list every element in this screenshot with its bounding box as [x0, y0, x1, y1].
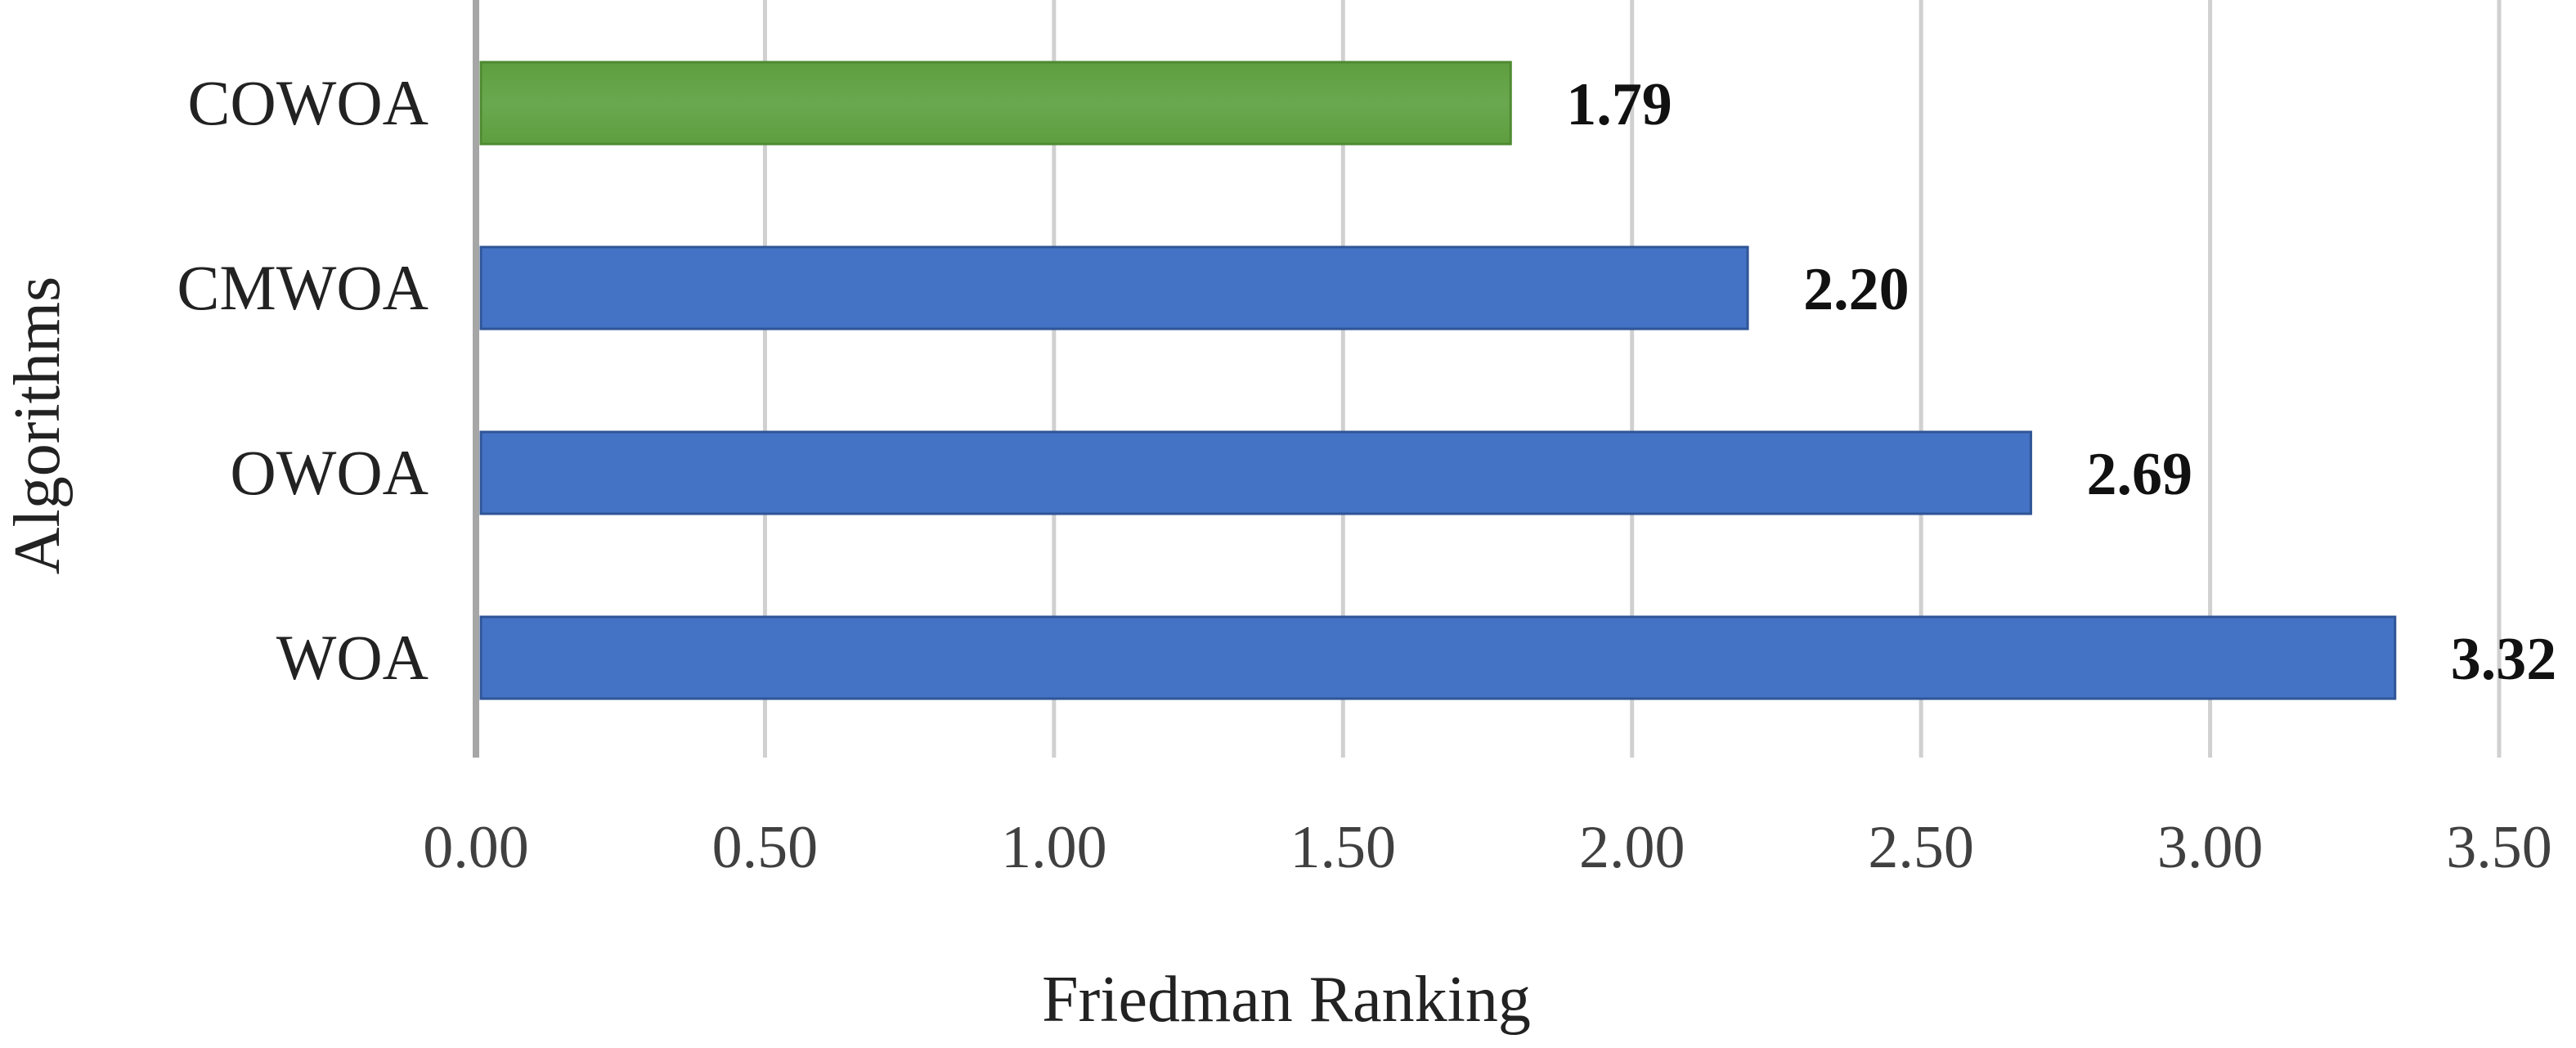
x-tick-label: 2.50	[1868, 814, 1974, 881]
data-label-woa: 3.32	[2451, 626, 2557, 693]
labels: 0.00 0.50 1.00 1.50 2.00 2.50 3.00 3.50 COWOA 1.7…	[177, 67, 2556, 881]
bar-owoa	[479, 430, 2032, 515]
data-label-cowoa: 1.79	[1566, 71, 1672, 138]
bar-woa	[479, 615, 2397, 700]
x-tick-label: 3.50	[2446, 814, 2552, 881]
x-tick-label: 1.50	[1290, 814, 1397, 881]
y-axis-title: Algorithms	[2, 277, 74, 574]
x-tick-label: 0.50	[712, 814, 819, 881]
data-label-owoa: 2.69	[2086, 441, 2192, 508]
x-tick-label: 1.00	[1001, 814, 1107, 881]
y-tick-label-owoa: OWOA	[230, 437, 429, 508]
x-tick-label: 0.00	[423, 814, 529, 881]
y-tick-label-cmwoa: CMWOA	[177, 252, 429, 323]
bar-cowoa	[479, 61, 1512, 146]
bars	[479, 61, 2397, 700]
data-label-cmwoa: 2.20	[1803, 256, 1910, 323]
x-tick-label: 3.00	[2157, 814, 2264, 881]
y-tick-label-cowoa: COWOA	[187, 67, 429, 138]
x-tick-label: 2.00	[1579, 814, 1685, 881]
bar-cmwoa	[479, 245, 1749, 331]
x-axis-title: Friedman Ranking	[1042, 964, 1531, 1036]
y-tick-label-woa: WOA	[276, 622, 429, 693]
